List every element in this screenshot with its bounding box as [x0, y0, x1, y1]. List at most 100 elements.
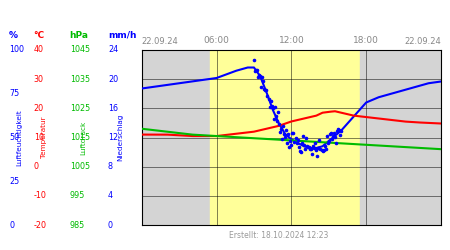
- Point: [275, 122, 283, 126]
- Text: Temperatur: Temperatur: [41, 117, 47, 158]
- Point: [259, 75, 266, 79]
- Point: [337, 134, 344, 138]
- Point: [252, 68, 260, 72]
- Point: [302, 147, 309, 151]
- Point: [274, 110, 281, 114]
- Text: 12: 12: [108, 133, 118, 142]
- Point: [306, 146, 314, 150]
- Point: [289, 132, 296, 136]
- Point: [286, 144, 293, 148]
- Point: [282, 135, 289, 139]
- Point: [295, 145, 302, 149]
- Point: [279, 124, 287, 128]
- Point: [255, 75, 262, 79]
- Text: -20: -20: [34, 220, 47, 230]
- Point: [327, 131, 334, 135]
- Point: [296, 150, 303, 154]
- Point: [291, 140, 298, 144]
- Point: [294, 138, 301, 142]
- Point: [252, 69, 259, 73]
- Point: [260, 80, 267, 84]
- Point: [319, 150, 326, 154]
- Point: [279, 137, 286, 141]
- Point: [293, 141, 300, 145]
- Text: 8: 8: [108, 162, 113, 171]
- Point: [264, 94, 271, 98]
- Point: [272, 114, 279, 118]
- Text: 20: 20: [108, 75, 118, 84]
- Point: [316, 138, 323, 142]
- Text: 1005: 1005: [70, 162, 90, 171]
- Text: Niederschlag: Niederschlag: [117, 114, 124, 161]
- Text: 1045: 1045: [70, 46, 90, 54]
- Point: [280, 132, 288, 136]
- Point: [317, 146, 324, 150]
- Point: [267, 99, 274, 103]
- Point: [326, 132, 333, 136]
- Point: [299, 134, 306, 138]
- Point: [268, 104, 275, 108]
- Point: [329, 134, 337, 138]
- Point: [303, 144, 310, 148]
- Point: [285, 132, 292, 136]
- Text: 1035: 1035: [70, 75, 90, 84]
- Bar: [360, 50, 441, 225]
- Bar: [210, 50, 360, 225]
- Text: °C: °C: [34, 31, 45, 40]
- Text: 100: 100: [9, 46, 24, 54]
- Point: [313, 148, 320, 152]
- Point: [250, 58, 257, 62]
- Text: 995: 995: [70, 191, 85, 200]
- Point: [271, 105, 279, 109]
- Point: [276, 130, 284, 134]
- Point: [333, 141, 340, 145]
- Point: [320, 148, 327, 152]
- Point: [256, 73, 263, 77]
- Text: 1015: 1015: [70, 133, 90, 142]
- Point: [277, 127, 284, 131]
- Text: 0: 0: [108, 220, 113, 230]
- Point: [318, 148, 325, 152]
- Text: -10: -10: [34, 191, 47, 200]
- Point: [273, 118, 280, 122]
- Point: [288, 142, 295, 146]
- Text: 4: 4: [108, 191, 113, 200]
- Point: [324, 141, 331, 145]
- Text: 1025: 1025: [70, 104, 90, 113]
- Point: [323, 134, 330, 138]
- Point: [262, 88, 269, 92]
- Text: 16: 16: [108, 104, 118, 113]
- Point: [321, 144, 328, 148]
- Point: [306, 144, 313, 148]
- Text: 75: 75: [9, 89, 19, 98]
- Point: [315, 146, 322, 150]
- Point: [283, 128, 290, 132]
- Text: mm/h: mm/h: [108, 31, 136, 40]
- Text: 25: 25: [9, 177, 19, 186]
- Point: [287, 139, 294, 143]
- Point: [298, 142, 306, 146]
- Text: 30: 30: [34, 75, 44, 84]
- Point: [292, 136, 299, 140]
- Bar: [142, 50, 210, 225]
- Point: [266, 105, 273, 109]
- Point: [333, 129, 341, 133]
- Point: [297, 150, 304, 154]
- Text: 10: 10: [34, 133, 44, 142]
- Point: [269, 106, 276, 110]
- Point: [270, 116, 277, 120]
- Point: [312, 141, 319, 145]
- Point: [290, 131, 297, 135]
- Text: Luftfeuchtigkeit: Luftfeuchtigkeit: [16, 109, 22, 166]
- Text: 22.09.24: 22.09.24: [142, 38, 179, 46]
- Text: 0: 0: [34, 162, 39, 171]
- Text: 985: 985: [70, 220, 85, 230]
- Point: [325, 138, 333, 142]
- Point: [338, 129, 345, 133]
- Point: [265, 97, 272, 101]
- Point: [263, 88, 270, 92]
- Point: [330, 132, 338, 136]
- Point: [256, 74, 264, 78]
- Point: [310, 146, 318, 150]
- Point: [302, 136, 310, 140]
